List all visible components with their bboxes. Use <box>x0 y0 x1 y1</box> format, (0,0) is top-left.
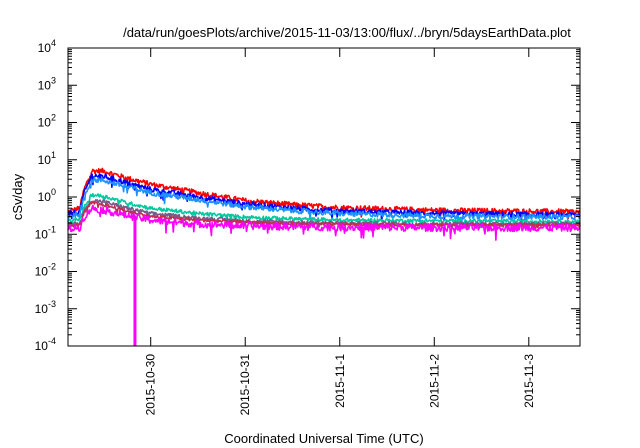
y-tick-base: 10 <box>38 190 52 204</box>
y-tick-exponent: 1 <box>51 150 56 160</box>
y-tick-base: 10 <box>38 153 52 167</box>
y-tick-exponent: 4 <box>51 38 56 48</box>
y-tick-exponent: -3 <box>48 299 56 309</box>
x-tick-label: 2015-11-3 <box>522 354 536 408</box>
x-tick-label: 2015-11-1 <box>333 354 347 408</box>
x-tick-label: 2015-11-2 <box>427 354 441 408</box>
y-tick-exponent: 3 <box>51 75 56 85</box>
y-axis-label: cSv/day <box>10 173 25 220</box>
x-tick-label: 2015-10-31 <box>238 354 252 416</box>
y-tick-base: 10 <box>38 41 52 55</box>
y-tick-exponent: 0 <box>51 187 56 197</box>
x-axis-label: Coordinated Universal Time (UTC) <box>224 431 423 446</box>
y-tick-base: 10 <box>38 116 52 130</box>
series-line-3 <box>67 176 581 226</box>
y-tick-label: 10-4 <box>35 336 56 353</box>
series-line-7 <box>67 204 581 241</box>
chart-title: /data/run/goesPlots/archive/2015-11-03/1… <box>123 25 571 40</box>
y-tick-label: 10-1 <box>35 224 56 241</box>
y-tick-base: 10 <box>35 339 49 353</box>
y-tick-base: 10 <box>38 78 52 92</box>
y-tick-label: 100 <box>38 187 56 204</box>
y-tick-label: 104 <box>38 38 56 55</box>
y-tick-exponent: -1 <box>48 224 56 234</box>
y-tick-exponent: -2 <box>48 262 56 272</box>
x-tick-label: 2015-10-30 <box>144 354 158 416</box>
y-tick-base: 10 <box>35 227 49 241</box>
y-tick-exponent: 2 <box>51 113 56 123</box>
y-tick-label: 102 <box>38 113 56 130</box>
y-tick-base: 10 <box>35 302 49 316</box>
y-tick-label: 101 <box>38 150 56 167</box>
y-tick-label: 10-2 <box>35 262 56 279</box>
y-tick-label: 10-3 <box>35 299 56 316</box>
series-layer <box>67 167 581 346</box>
ticks-layer: 10-410-310-210-11001011021031042015-10-3… <box>35 38 580 415</box>
y-tick-exponent: -4 <box>48 336 56 346</box>
series-line-4 <box>67 193 581 229</box>
y-tick-base: 10 <box>35 265 49 279</box>
y-tick-label: 103 <box>38 75 56 92</box>
